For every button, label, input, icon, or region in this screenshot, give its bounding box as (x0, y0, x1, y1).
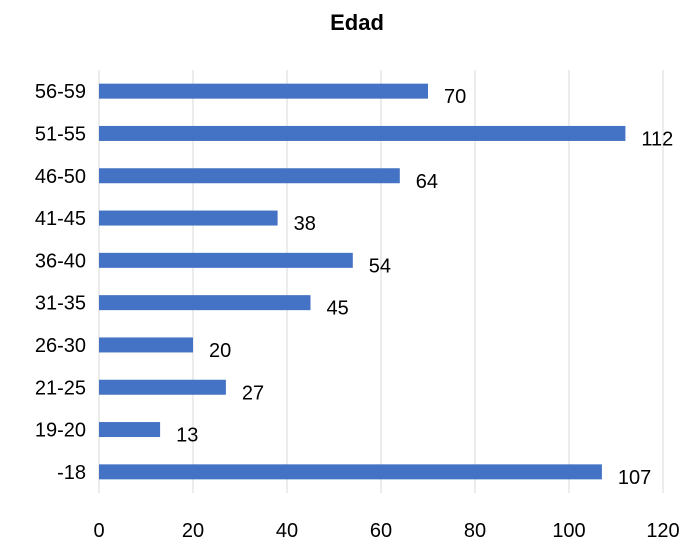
data-labels: 107 13 27 20 45 54 38 64 112 70 (176, 86, 673, 489)
bar (99, 379, 226, 395)
bar (99, 295, 311, 311)
bars (99, 83, 626, 480)
bar (99, 210, 278, 226)
y-category-label: 21-25 (35, 377, 86, 399)
x-tick-label: 0 (93, 520, 104, 542)
x-tick-label: 100 (552, 520, 585, 542)
data-label: 13 (176, 425, 198, 447)
data-label: 54 (369, 255, 391, 277)
y-category-label: 41-45 (35, 208, 86, 230)
data-label: 45 (327, 298, 349, 320)
x-tick-label: 120 (646, 520, 679, 542)
x-tick-label: 20 (182, 520, 204, 542)
data-label: 70 (444, 86, 466, 108)
bar (99, 83, 428, 99)
data-label: 20 (209, 340, 231, 362)
x-tick-label: 60 (370, 520, 392, 542)
y-category-label: 46-50 (35, 166, 86, 188)
y-category-label: 19-20 (35, 420, 86, 442)
bar (99, 252, 353, 268)
bar (99, 125, 626, 141)
y-category-label: -18 (57, 462, 86, 484)
y-category-label: 26-30 (35, 335, 86, 357)
data-label: 112 (641, 128, 673, 150)
x-tick-label: 80 (464, 520, 486, 542)
x-tick-label: 40 (276, 520, 298, 542)
bar (99, 168, 400, 184)
bar (99, 464, 602, 480)
y-category-label: 36-40 (35, 250, 86, 272)
data-label: 64 (416, 171, 438, 193)
y-category-label: 51-55 (35, 123, 86, 145)
y-category-label: 56-59 (35, 81, 86, 103)
y-category-label: 31-35 (35, 293, 86, 315)
bar (99, 337, 193, 353)
data-label: 107 (618, 467, 651, 489)
bar (99, 422, 161, 438)
y-axis-labels: -18 19-20 21-25 26-30 31-35 36-40 41-45 46-50 51… (35, 81, 86, 484)
data-label: 27 (242, 382, 264, 404)
x-axis-labels: 0 20 40 60 80 100 120 (93, 520, 679, 542)
data-label: 38 (294, 213, 316, 235)
chart-title: Edad (330, 10, 384, 35)
